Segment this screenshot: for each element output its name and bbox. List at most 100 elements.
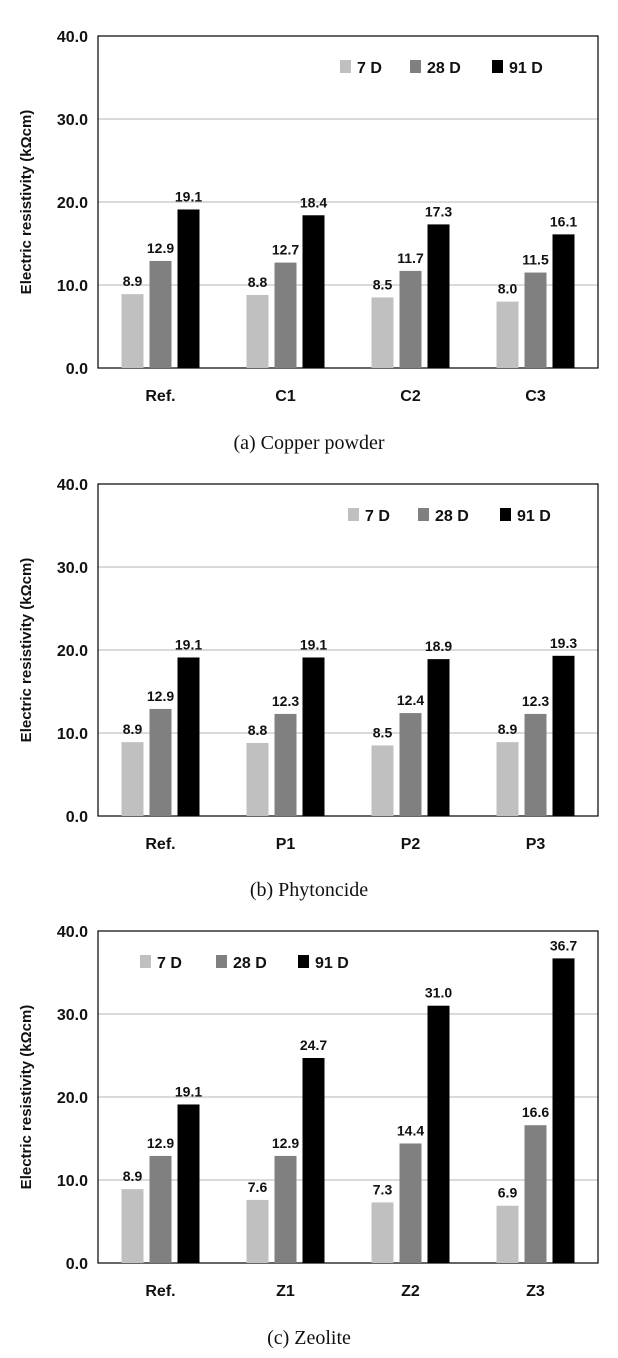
bar-7d-z2 xyxy=(371,1202,394,1263)
data-label: 8.5 xyxy=(373,276,393,292)
bar-7d-ref xyxy=(121,742,144,816)
chart-panel-3: 0.0 10.0 20.0 30.0 40.0 8.9 12.9 19.1 Ref. 7.6 12.… xyxy=(18,924,599,1349)
data-label: 7.6 xyxy=(248,1179,268,1195)
legend-label: 91 D xyxy=(517,508,551,525)
bar-7d-c2 xyxy=(371,297,394,368)
bar-7d-ref xyxy=(121,1189,144,1263)
plot-frame xyxy=(97,35,599,369)
y-tick-label: 20.0 xyxy=(57,643,88,660)
data-label: 12.4 xyxy=(397,692,424,708)
data-label: 7.3 xyxy=(373,1181,393,1197)
data-label: 12.3 xyxy=(272,693,299,709)
bar-28d-z1 xyxy=(274,1155,297,1263)
data-label: 16.1 xyxy=(550,213,577,229)
bar-28d-z3 xyxy=(524,1125,547,1263)
chart-panel-1: 0.0 10.0 20.0 30.0 40.0 8.9 12.9 19.1 Ref. 8.812.… xyxy=(18,29,599,454)
data-label: 12.9 xyxy=(272,1135,299,1151)
data-label: 18.9 xyxy=(425,638,452,654)
y-axis-label: Electric resistivity (kΩcm) xyxy=(18,1005,35,1190)
y-tick-label: 30.0 xyxy=(57,560,88,577)
data-label: 8.5 xyxy=(373,724,393,740)
bar-28d-ref xyxy=(149,1155,172,1263)
panel-caption: (b) Phytoncide xyxy=(250,879,368,901)
data-label: 14.4 xyxy=(397,1122,424,1138)
legend: 7 D 28 D 91 D xyxy=(140,955,349,972)
y-tick-label: 30.0 xyxy=(57,1007,88,1024)
legend-swatch xyxy=(216,955,227,968)
category-label: Z1 xyxy=(276,1283,295,1300)
legend-swatch xyxy=(492,60,503,73)
data-label: 12.9 xyxy=(147,240,174,256)
y-tick-label: 40.0 xyxy=(57,477,88,494)
data-label: 11.7 xyxy=(397,250,424,266)
legend-swatch xyxy=(140,955,151,968)
bar-28d-c2 xyxy=(399,270,422,368)
bar-7d-p2 xyxy=(371,745,394,816)
legend-swatch xyxy=(340,60,351,73)
legend-label: 7 D xyxy=(157,955,182,972)
bar-91d-z2 xyxy=(427,1005,450,1263)
data-label: 8.8 xyxy=(248,274,268,290)
bar-7d-z1 xyxy=(246,1199,269,1263)
category-label: C3 xyxy=(525,388,546,405)
legend-label: 7 D xyxy=(365,508,390,525)
y-tick-label: 20.0 xyxy=(57,195,88,212)
data-label: 12.9 xyxy=(147,688,174,704)
legend: 7 D 28 D 91 D xyxy=(340,60,543,77)
bar-91d-z3 xyxy=(552,958,575,1263)
data-label: 24.7 xyxy=(300,1037,327,1053)
y-tick-label: 0.0 xyxy=(66,361,88,378)
legend-label: 7 D xyxy=(357,60,382,77)
y-tick-label: 0.0 xyxy=(66,809,88,826)
category-label: P1 xyxy=(276,836,296,853)
bar-28d-c1 xyxy=(274,262,297,368)
data-label: 8.8 xyxy=(248,722,268,738)
bar-28d-ref xyxy=(149,708,172,816)
legend-swatch xyxy=(500,508,511,521)
bar-28d-p3 xyxy=(524,713,547,816)
category-label: C1 xyxy=(275,388,296,405)
data-label: 17.3 xyxy=(425,203,452,219)
panel-caption: (a) Copper powder xyxy=(233,432,384,454)
data-label: 8.9 xyxy=(123,273,143,289)
y-tick-label: 20.0 xyxy=(57,1090,88,1107)
legend-label: 28 D xyxy=(233,955,267,972)
chart-panel-2: 0.010.020.030.040.08.912.919.1Ref.8.812.… xyxy=(18,477,599,901)
data-label: 8.9 xyxy=(123,721,143,737)
category-label: C2 xyxy=(400,388,421,405)
bar-91d-ref xyxy=(177,209,200,368)
y-tick-label: 10.0 xyxy=(57,278,88,295)
legend-label: 91 D xyxy=(509,60,543,77)
data-label: 16.6 xyxy=(522,1104,549,1120)
category-label: Z3 xyxy=(526,1283,545,1300)
bar-28d-p2 xyxy=(399,713,422,816)
legend-label: 28 D xyxy=(435,508,469,525)
y-tick-label: 40.0 xyxy=(57,29,88,46)
data-label: 19.1 xyxy=(175,636,202,652)
plot-frame xyxy=(97,930,599,1264)
category-label: P3 xyxy=(526,836,546,853)
data-label: 19.3 xyxy=(550,635,577,651)
legend: 7 D 28 D 91 D xyxy=(348,508,551,525)
data-label: 8.9 xyxy=(498,721,518,737)
y-tick-label: 10.0 xyxy=(57,726,88,743)
bar-7d-c3 xyxy=(496,301,519,368)
data-label: 11.5 xyxy=(522,252,549,268)
data-label: 12.3 xyxy=(522,693,549,709)
bar-91d-c2 xyxy=(427,224,450,368)
category-label: Z2 xyxy=(401,1283,420,1300)
bar-91d-ref xyxy=(177,657,200,816)
panel-caption: (c) Zeolite xyxy=(267,1327,351,1349)
data-label: 19.1 xyxy=(175,1083,202,1099)
bar-7d-p3 xyxy=(496,742,519,816)
category-label: Ref. xyxy=(145,836,175,853)
bar-91d-c3 xyxy=(552,234,575,368)
legend-label: 28 D xyxy=(427,60,461,77)
bar-91d-p1 xyxy=(302,657,325,816)
bar-91d-p2 xyxy=(427,659,450,816)
bar-28d-z2 xyxy=(399,1143,422,1263)
bar-7d-z3 xyxy=(496,1205,519,1263)
data-label: 31.0 xyxy=(425,985,452,1001)
bar-7d-p1 xyxy=(246,742,269,816)
